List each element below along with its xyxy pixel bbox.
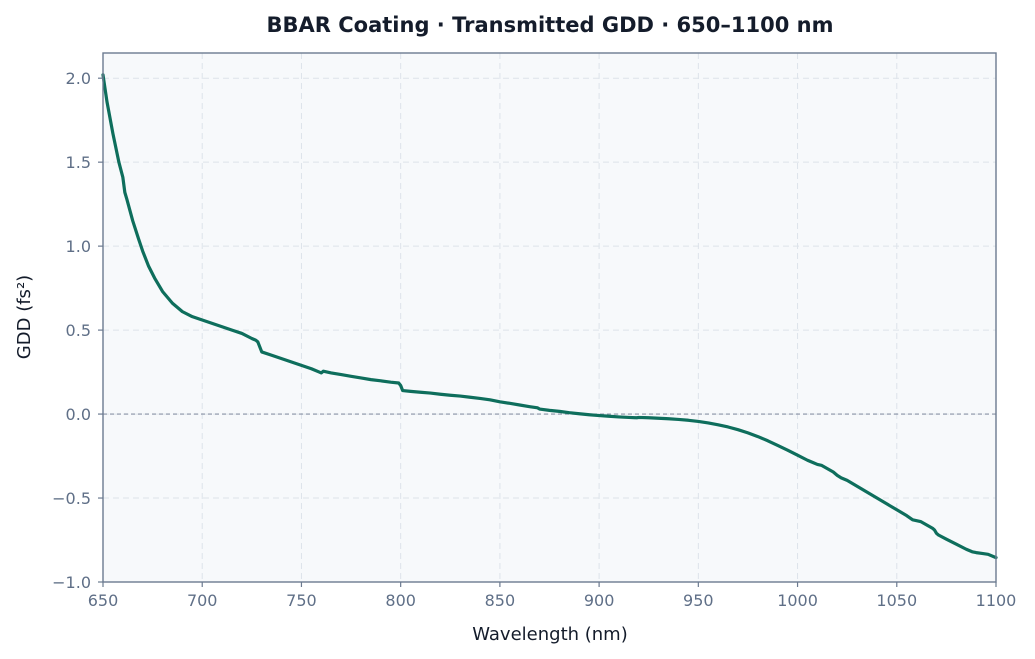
- x-tick-label: 750: [286, 591, 317, 610]
- y-tick-label: 2.0: [66, 69, 91, 88]
- x-tick-label: 1100: [976, 591, 1017, 610]
- y-axis-label: GDD (fs²): [14, 275, 35, 359]
- plot-frame: [102, 52, 997, 583]
- y-tick-label: 0.5: [66, 321, 91, 340]
- y-tick-label: 1.0: [66, 237, 91, 256]
- chart-title: BBAR Coating · Transmitted GDD · 650–110…: [267, 13, 834, 37]
- y-tick-label: −0.5: [52, 489, 91, 508]
- x-tick-label: 800: [385, 591, 416, 610]
- x-tick-label: 850: [485, 591, 516, 610]
- y-tick-label: 1.5: [66, 153, 91, 172]
- y-tick-label: 0.0: [66, 405, 91, 424]
- plot-area: [103, 53, 996, 582]
- x-tick-label: 700: [187, 591, 218, 610]
- series-line-gdd: [101, 73, 998, 560]
- y-axis-ticks: −1.0 −0.5 0.0 0.5 1.0 1.5 2.0: [52, 69, 103, 592]
- x-tick-label: 650: [88, 591, 119, 610]
- x-axis-ticks: 650 700 750 800 850 900 950 1000 1050 1100: [88, 582, 1017, 610]
- x-tick-label: 1000: [777, 591, 818, 610]
- x-tick-label: 950: [683, 591, 714, 610]
- x-axis-label: Wavelength (nm): [472, 624, 628, 645]
- x-tick-label: 1050: [876, 591, 917, 610]
- x-tick-label: 900: [584, 591, 615, 610]
- y-tick-label: −1.0: [52, 573, 91, 592]
